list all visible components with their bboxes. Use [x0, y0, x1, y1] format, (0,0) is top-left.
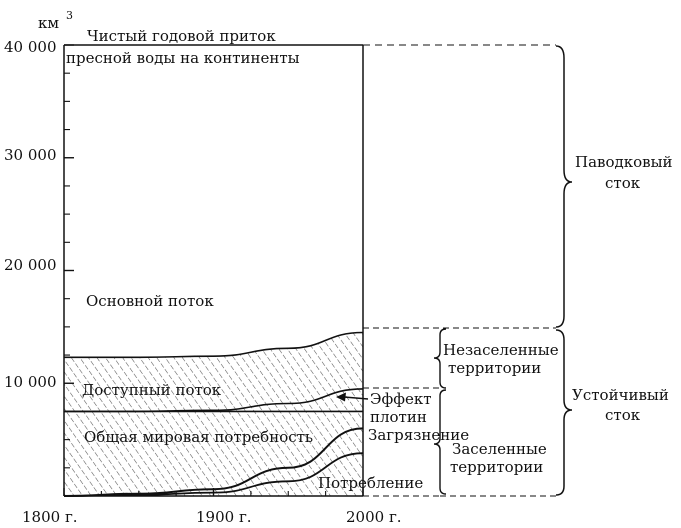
hatched-region-base-available: [64, 332, 363, 412]
brace-stable-runoff: [555, 329, 573, 496]
label-pollution: Загрязнение: [368, 426, 469, 444]
label-world-demand: Общая мировая потребность: [84, 428, 313, 446]
series-line-base-flow: [64, 331, 364, 359]
label-flood-line2: сток: [605, 174, 641, 192]
label-stable-line1: Устойчивый: [572, 386, 669, 404]
label-base-flow: Основной поток: [86, 292, 214, 310]
label-available-flow: Доступный поток: [82, 381, 222, 399]
series-line-consumption: [63, 452, 364, 497]
y-tick-label: 30 000: [4, 146, 57, 164]
label-unsettled-line1: Незаселенные: [443, 341, 559, 359]
y-tick-label: 10 000: [4, 373, 57, 391]
series-line-world-demand: [63, 427, 364, 497]
dam-effect-arrow: [336, 392, 369, 402]
dashed-guide-lines: [363, 327, 556, 497]
x-tick-label: 1900 г.: [196, 508, 252, 526]
brace-flood-runoff: [555, 45, 573, 328]
label-dam-effect-line2: плотин: [370, 408, 427, 426]
label-settled-line2: территории: [450, 458, 543, 476]
supply-title-line1: Чистый годовой приток: [87, 27, 276, 45]
hatched-region-demand-consumption: [64, 411, 363, 496]
x-tick-label: 2000 г.: [346, 508, 402, 526]
label-flood-line1: Паводковый: [575, 153, 673, 171]
brace-unsettled-territories: [433, 328, 447, 389]
y-axis-unit-superscript: 3: [66, 9, 73, 22]
label-consumption: Потребление: [318, 474, 423, 492]
supply-title-line2: пресной воды на континенты: [66, 49, 300, 67]
brace-settled-territories: [433, 389, 447, 495]
major-ticks: [63, 44, 364, 496]
label-settled-line1: Заселенные: [452, 440, 547, 458]
label-stable-line2: сток: [605, 406, 641, 424]
label-unsettled-line2: территории: [448, 359, 541, 377]
y-tick-label: 40 000: [4, 38, 57, 56]
label-dam-effect-line1: Эффект: [370, 390, 432, 408]
y-tick-label: 20 000: [4, 256, 57, 274]
y-axis-unit-label: км: [38, 14, 59, 32]
x-tick-label: 1800 г.: [22, 508, 78, 526]
